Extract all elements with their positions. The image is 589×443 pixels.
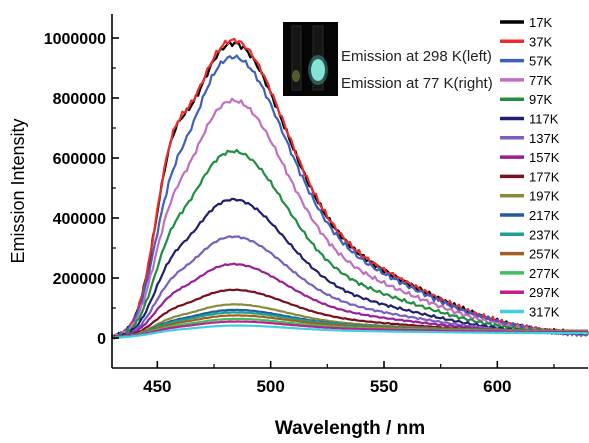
legend-label-277K: 277K (529, 266, 560, 281)
inset-label-298k: Emission at 298 K(left) (341, 48, 492, 65)
series-line-37K (111, 37, 589, 340)
x-tick-label: 600 (483, 377, 511, 396)
axis-layer: 450 500 550 600 0 200000 400000 600000 800000 100… (44, 14, 588, 396)
legend-label-317K: 317K (529, 305, 560, 320)
inset-label-77k: Emission at 77 K(right) (341, 75, 493, 92)
legend: 17K 37K 57K 77K 97K 117K 137K 157K 177K 197K 217K 2… (500, 15, 560, 320)
legend-label-297K: 297K (529, 285, 560, 300)
inset-vial-right (312, 25, 324, 91)
inset-glow-left (292, 70, 300, 82)
legend-label-17K: 17K (529, 15, 552, 30)
legend-label-197K: 197K (529, 189, 560, 204)
legend-label-257K: 257K (529, 247, 560, 262)
series-line-77K (111, 97, 589, 339)
y-tick-label: 400000 (53, 211, 106, 228)
y-tick-label: 1000000 (44, 31, 106, 48)
y-axis-label: Emission Intensity (8, 118, 28, 263)
series-line-297K (111, 320, 589, 339)
legend-label-77K: 77K (529, 73, 552, 88)
series-line-17K (111, 40, 589, 339)
legend-label-237K: 237K (529, 227, 560, 242)
legend-label-117K: 117K (529, 112, 559, 127)
series-line-117K (111, 197, 589, 340)
inset-glow-right (311, 59, 325, 81)
x-tick-label: 550 (370, 377, 398, 396)
y-tick-label: 800000 (53, 91, 106, 108)
y-tick-label: 200000 (53, 271, 106, 288)
legend-label-157K: 157K (529, 150, 560, 165)
series-line-317K (111, 324, 589, 340)
inset-glow-right-halo (308, 55, 328, 85)
legend-label-177K: 177K (529, 169, 560, 184)
y-tick-label: 0 (97, 331, 106, 348)
x-axis-label: Wavelength / nm (275, 418, 425, 438)
legend-label-57K: 57K (529, 54, 552, 69)
legend-label-37K: 37K (529, 34, 552, 49)
plot-background (112, 14, 588, 368)
y-tick-label: 600000 (53, 151, 106, 168)
inset-vial-left (291, 25, 302, 91)
legend-label-137K: 137K (529, 131, 560, 146)
legend-label-217K: 217K (529, 208, 560, 223)
x-tick-label: 450 (143, 377, 171, 396)
inset-photo: Emission at 298 K(left) Emission at 77 K… (283, 22, 493, 96)
series-layer (111, 37, 589, 340)
x-tick-label: 500 (256, 377, 284, 396)
legend-label-97K: 97K (529, 92, 552, 107)
inset-photo-background (283, 22, 338, 96)
